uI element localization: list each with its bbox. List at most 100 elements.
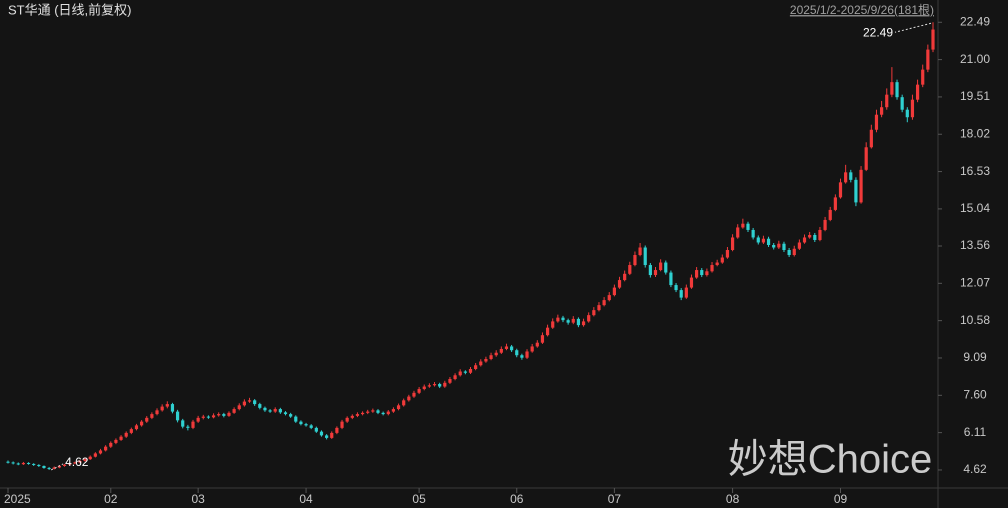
candle-body xyxy=(725,250,730,258)
candle-body xyxy=(88,456,92,460)
candle-body xyxy=(57,465,61,468)
candle-body xyxy=(602,300,606,306)
candle-body xyxy=(407,396,411,401)
candle-body xyxy=(247,400,252,402)
candle-body xyxy=(273,409,277,412)
candle-body xyxy=(797,242,801,249)
x-tick-label: 09 xyxy=(834,492,848,506)
candle-body xyxy=(191,421,195,428)
candle-body xyxy=(885,94,889,108)
candle-body xyxy=(880,107,884,115)
x-tick-label: 04 xyxy=(299,492,313,506)
candle-body xyxy=(828,209,832,220)
candle-body xyxy=(325,435,329,438)
candle-body xyxy=(278,409,282,413)
candle-body xyxy=(360,412,365,415)
y-tick-label: 15.04 xyxy=(960,201,990,215)
candle-body xyxy=(679,290,683,298)
candle-body xyxy=(545,327,550,336)
candle-body xyxy=(206,416,211,418)
candle-body xyxy=(823,219,827,230)
candle-body xyxy=(494,352,498,356)
candle-body xyxy=(345,417,349,422)
candle-body xyxy=(730,237,735,251)
candle-body xyxy=(268,410,272,412)
candle-body xyxy=(186,426,190,428)
candle-body xyxy=(283,412,288,415)
candle-body xyxy=(427,385,431,387)
candle-body xyxy=(289,414,293,417)
y-tick-label: 4.62 xyxy=(963,462,987,476)
candle-body xyxy=(643,247,647,266)
candle-body xyxy=(396,405,401,410)
candle-body xyxy=(561,317,565,321)
candle-body xyxy=(720,257,724,263)
candle-body xyxy=(417,389,421,393)
candle-body xyxy=(134,425,139,430)
candle-body xyxy=(196,417,200,422)
candle-body xyxy=(474,365,478,370)
candle-body xyxy=(93,453,97,457)
candle-body xyxy=(124,432,128,437)
candle-body xyxy=(448,379,452,383)
candle-body xyxy=(915,84,920,100)
candle-body xyxy=(581,321,586,326)
candle-body xyxy=(489,355,493,359)
candle-body xyxy=(777,243,781,248)
candle-body xyxy=(304,424,308,426)
candle-body xyxy=(68,463,72,465)
candle-body xyxy=(78,460,82,463)
candle-body xyxy=(253,400,257,405)
candle-body xyxy=(391,409,396,412)
candle-body xyxy=(689,277,694,288)
candle-body xyxy=(52,467,56,469)
candle-body xyxy=(772,244,776,248)
date-range[interactable]: 2025/1/2-2025/9/26(181根) xyxy=(790,3,934,17)
candle-body xyxy=(201,416,205,418)
candle-body xyxy=(175,411,180,421)
candle-body xyxy=(751,229,755,238)
candle-body xyxy=(808,234,812,238)
candle-body xyxy=(766,238,771,245)
candle-body xyxy=(530,346,534,352)
candle-body xyxy=(515,350,519,356)
candle-body xyxy=(540,335,545,343)
candle-body xyxy=(237,405,241,410)
candle-body xyxy=(217,414,221,416)
x-tick-label: 06 xyxy=(510,492,524,506)
y-tick-label: 21.00 xyxy=(960,52,990,66)
y-tick-label: 7.60 xyxy=(963,387,987,401)
candle-body xyxy=(782,243,786,251)
candle-body xyxy=(438,384,442,387)
candle-body xyxy=(551,321,555,328)
candle-body xyxy=(11,462,15,464)
y-tick-label: 12.07 xyxy=(960,275,990,289)
candle-body xyxy=(98,450,103,454)
candle-body xyxy=(510,346,514,351)
candle-body xyxy=(756,237,760,243)
candle-body xyxy=(453,375,457,380)
candle-body xyxy=(242,401,246,406)
candle-body xyxy=(921,69,925,85)
candle-body xyxy=(160,406,164,411)
candle-body xyxy=(566,320,570,323)
candle-body xyxy=(119,436,123,440)
candle-body xyxy=(612,287,616,296)
candle-body xyxy=(669,272,673,286)
y-tick-label: 6.11 xyxy=(964,425,987,439)
candle-body xyxy=(227,412,231,416)
candle-body xyxy=(330,432,334,438)
candle-body xyxy=(792,248,796,256)
candle-body xyxy=(813,234,817,240)
candle-body xyxy=(587,315,591,322)
candle-body xyxy=(628,265,632,274)
x-tick-label: 05 xyxy=(412,492,426,506)
candle-body xyxy=(381,412,385,415)
candle-body xyxy=(211,415,216,418)
candle-body xyxy=(607,295,611,301)
candle-body xyxy=(309,425,313,428)
candle-body xyxy=(854,179,858,203)
candle-body xyxy=(26,462,31,464)
candle-body xyxy=(761,238,766,243)
